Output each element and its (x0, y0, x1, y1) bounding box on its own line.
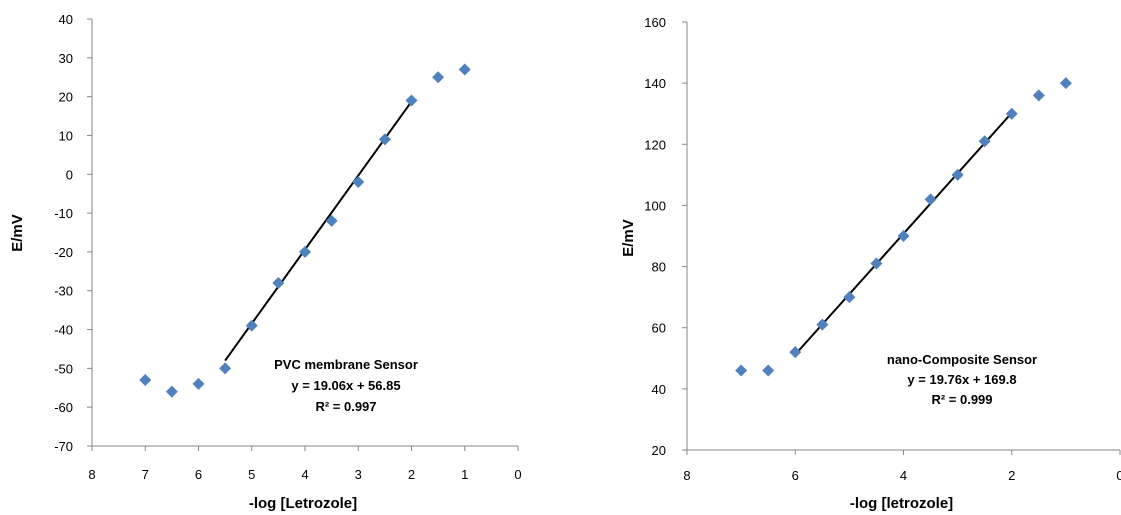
x-tick-label: 6 (195, 467, 202, 482)
fit-annotation-line: y = 19.06x + 56.85 (291, 378, 400, 393)
y-tick-label: 40 (59, 12, 73, 27)
y-tick-label: 60 (652, 321, 666, 336)
y-tick-label: -70 (54, 439, 73, 454)
y-tick-label: 160 (644, 15, 666, 30)
fit-annotation-line: R² = 0.999 (931, 392, 992, 407)
y-tick-label: -50 (54, 361, 73, 376)
y-tick-label: -60 (54, 400, 73, 415)
data-point (816, 318, 829, 331)
x-tick-label: 8 (683, 468, 690, 483)
fit-annotation-line: y = 19.76x + 169.8 (907, 372, 1016, 387)
data-point (325, 214, 338, 227)
data-point (843, 291, 856, 304)
data-point (1005, 107, 1018, 120)
x-tick-label: 0 (514, 467, 521, 482)
fit-annotation-line: nano-Composite Sensor (887, 352, 1037, 367)
x-tick-label: 2 (408, 467, 415, 482)
y-tick-label: 100 (644, 198, 666, 213)
data-point (762, 364, 775, 377)
y-axis-title: E/mV (9, 214, 26, 252)
data-point (924, 193, 937, 206)
y-tick-label: 80 (652, 260, 666, 275)
y-tick-label: 20 (652, 443, 666, 458)
data-point (378, 133, 391, 146)
data-point (139, 374, 152, 387)
fit-annotation-line: R² = 0.997 (315, 399, 376, 414)
y-tick-label: -40 (54, 323, 73, 338)
y-axis-title: E/mV (620, 219, 637, 257)
x-axis-title: -log [letrozole] (850, 495, 953, 512)
x-tick-label: 1 (461, 467, 468, 482)
data-point (272, 276, 285, 289)
trendline (224, 100, 413, 362)
data-point (432, 71, 445, 84)
y-tick-label: 140 (644, 76, 666, 91)
x-tick-label: 7 (142, 467, 149, 482)
data-point (897, 230, 910, 242)
x-tick-label: 4 (900, 468, 907, 483)
x-axis-title: -log [Letrozole] (249, 495, 357, 512)
data-point (1032, 89, 1045, 102)
y-tick-label: 30 (59, 51, 73, 66)
y-tick-label: -30 (54, 284, 73, 299)
data-point (219, 362, 232, 375)
data-point (405, 94, 418, 107)
y-tick-label: 40 (652, 382, 666, 397)
data-point (1059, 77, 1072, 90)
x-tick-label: 8 (88, 467, 95, 482)
x-tick-label: 5 (248, 467, 255, 482)
y-tick-label: -20 (54, 245, 73, 260)
y-tick-label: 120 (644, 137, 666, 152)
data-point (978, 135, 991, 148)
y-tick-label: 0 (66, 167, 73, 182)
y-tick-label: 10 (59, 128, 73, 143)
y-tick-label: 20 (59, 90, 73, 105)
x-tick-label: 2 (1008, 468, 1015, 483)
x-tick-label: 4 (301, 467, 308, 482)
data-point (458, 63, 471, 76)
data-point (870, 257, 883, 270)
x-tick-label: 3 (355, 467, 362, 482)
x-tick-label: 0 (1116, 468, 1121, 483)
data-point (789, 346, 802, 359)
data-point (951, 168, 964, 181)
data-point (192, 377, 205, 390)
data-point (165, 385, 178, 398)
x-tick-label: 6 (792, 468, 799, 483)
data-point (735, 364, 748, 377)
data-point (352, 176, 365, 189)
data-point (245, 319, 258, 332)
fit-annotation-line: PVC membrane Sensor (274, 357, 418, 372)
data-point (299, 245, 311, 258)
y-tick-label: -10 (54, 206, 73, 221)
